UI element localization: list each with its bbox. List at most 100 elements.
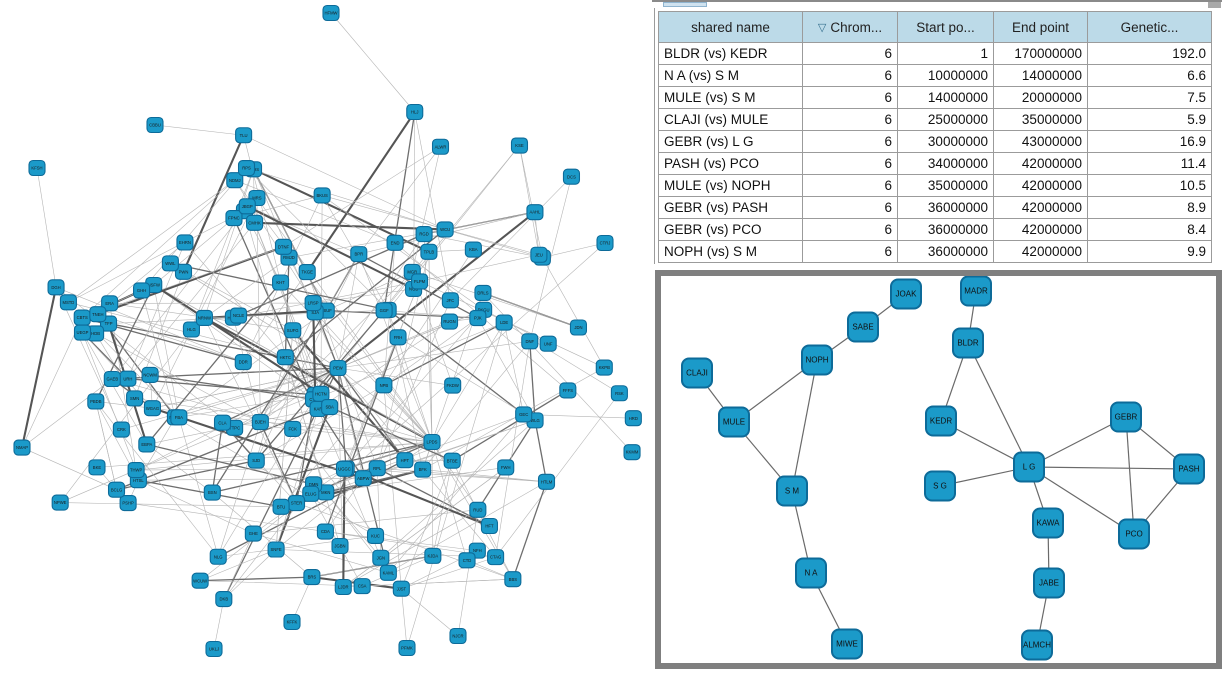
cell-chromosome[interactable]: 6 [803,65,898,87]
cell-genetic[interactable]: 8.9 [1088,197,1212,219]
network-node[interactable]: MSTD [60,295,76,310]
network-node[interactable]: JBGP [239,199,255,214]
network-node[interactable]: TPLB [421,244,437,259]
network-node[interactable]: RSK [611,386,627,401]
network-node-noph[interactable]: NOPH [802,346,832,375]
cell-chromosome[interactable]: 6 [803,131,898,153]
cell-genetic[interactable]: 9.9 [1088,241,1212,263]
cell-shared-name[interactable]: GEBR (vs) PASH [659,197,803,219]
network-node-miwe[interactable]: MIWE [832,630,862,659]
network-node[interactable]: RUD [470,502,486,517]
vertical-scrollbar-track[interactable] [1212,8,1222,263]
network-node-almch[interactable]: ALMCH [1022,631,1052,660]
cell-genetic[interactable]: 10.5 [1088,175,1212,197]
network-node[interactable]: GHH [134,283,150,298]
cell-end-point[interactable]: 42000000 [994,175,1088,197]
network-node[interactable]: BBS [505,572,521,587]
network-node[interactable]: DDR [235,355,251,370]
network-node[interactable]: JGN [373,550,389,565]
network-node[interactable]: EBPA [139,437,155,452]
network-node[interactable]: ABPW [355,471,371,486]
network-node[interactable]: DCS [563,169,579,184]
network-node[interactable]: GAEB [104,372,120,387]
network-node[interactable]: KFSH [29,161,45,176]
network-node[interactable]: JJST [393,581,409,596]
cell-genetic[interactable]: 6.6 [1088,65,1212,87]
cell-start-point[interactable]: 35000000 [898,175,994,197]
network-node[interactable]: CSA [354,579,370,594]
cell-end-point[interactable]: 42000000 [994,241,1088,263]
cell-shared-name[interactable]: GEBR (vs) PCO [659,219,803,241]
network-node[interactable]: BCLG [109,482,125,497]
network-node[interactable]: KKMM [624,445,640,460]
network-node[interactable]: CBBU [147,118,163,133]
network-node[interactable]: NMAP [14,440,30,455]
network-node[interactable]: NCWM [142,367,158,382]
horizontal-scrollbar-thumb[interactable] [663,2,707,7]
network-node[interactable]: BKUS [314,188,330,203]
network-node[interactable]: DGH [48,280,64,295]
cell-genetic[interactable]: 192.0 [1088,43,1212,65]
network-node-jabe[interactable]: JABE [1034,569,1064,598]
cell-end-point[interactable]: 170000000 [994,43,1088,65]
network-node[interactable]: CDA [317,524,333,539]
network-node[interactable]: WCUW [192,573,208,588]
network-node[interactable]: FCK [285,421,301,436]
cell-end-point[interactable]: 35000000 [994,109,1088,131]
network-node[interactable]: WWL [162,256,178,271]
cell-genetic[interactable]: 7.5 [1088,87,1212,109]
network-node[interactable]: PSHP [120,496,136,511]
network-node-joak[interactable]: JOAK [891,280,921,309]
network-node[interactable]: BTBE [444,453,460,468]
network-node[interactable]: URH [120,371,136,386]
network-node[interactable]: UEGP [74,325,90,340]
cell-start-point[interactable]: 1 [898,43,994,65]
network-node[interactable]: FWH [498,460,514,475]
network-node[interactable]: BJEH [252,415,268,430]
network-node[interactable]: KUC [368,528,384,543]
network-node[interactable]: AAHL [527,205,543,220]
cell-start-point[interactable]: 14000000 [898,87,994,109]
cell-chromosome[interactable]: 6 [803,153,898,175]
cell-chromosome[interactable]: 6 [803,43,898,65]
cell-shared-name[interactable]: PASH (vs) PCO [659,153,803,175]
network-node[interactable]: JFC [442,293,458,308]
network-node[interactable]: ELUG [303,486,319,501]
cell-start-point[interactable]: 30000000 [898,131,994,153]
cell-chromosome[interactable]: 6 [803,87,898,109]
network-node-claji[interactable]: CLAJI [682,359,712,388]
network-node[interactable]: PBDB [88,394,104,409]
cell-shared-name[interactable]: BLDR (vs) KEDR [659,43,803,65]
network-node[interactable]: LRSP [305,296,321,311]
network-node[interactable]: KHT [273,275,289,290]
cell-end-point[interactable]: 14000000 [994,65,1088,87]
network-node[interactable]: DKB [216,592,232,607]
network-node-gebr[interactable]: GEBR [1111,403,1141,432]
cell-end-point[interactable]: 42000000 [994,197,1088,219]
network-node[interactable]: BTU [273,499,289,514]
cell-chromosome[interactable]: 6 [803,219,898,241]
col-header-chromosome[interactable]: ▽Chrom... [803,12,898,43]
network-node[interactable]: SBA [322,400,338,415]
network-node[interactable]: JGBN [332,539,348,554]
network-node[interactable]: CRK [113,422,129,437]
network-node[interactable]: GEC [516,407,532,422]
network-node[interactable]: KJDA [425,548,441,563]
network-node[interactable]: BKE [89,460,105,475]
network-node-pco[interactable]: PCO [1119,520,1149,549]
cell-genetic[interactable]: 5.9 [1088,109,1212,131]
network-node-pash[interactable]: PASH [1174,455,1204,484]
network-node[interactable]: NLG [210,549,226,564]
network-node[interactable]: NCLE [231,308,247,323]
cell-shared-name[interactable]: MULE (vs) S M [659,87,803,109]
network-node[interactable]: FRH [390,330,406,345]
network-node[interactable]: FBA [171,410,187,425]
network-node[interactable]: DNF [522,334,538,349]
col-header-shared-name[interactable]: shared name [659,12,803,43]
network-node[interactable]: JEU [531,247,547,262]
network-node[interactable]: HKTC [277,350,293,365]
network-node[interactable]: KBA [465,242,481,257]
